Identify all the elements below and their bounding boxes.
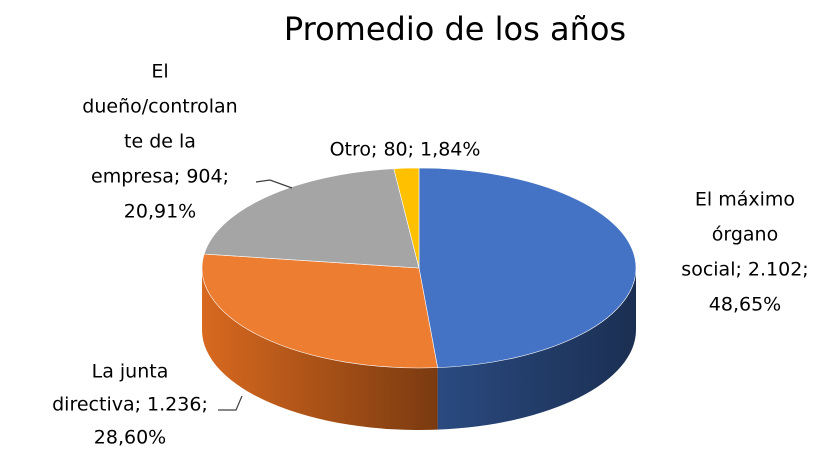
data-label: directiva; 1.236;	[52, 394, 208, 416]
data-label: empresa; 904;	[91, 166, 229, 188]
slice-side	[437, 268, 636, 430]
slice	[418, 167, 637, 368]
slice	[203, 168, 420, 269]
leader-line	[218, 395, 243, 411]
data-label: El	[151, 61, 168, 83]
chart-title: Promedio de los años	[284, 10, 626, 48]
slice-side	[202, 268, 438, 430]
data-label: Otro; 80; 1,84%	[330, 139, 481, 161]
slice	[393, 167, 420, 269]
data-labels: El máximo órgano social; 2.102; 48,65% La ju…	[52, 61, 809, 449]
pie	[201, 167, 637, 430]
data-label: 20,91%	[124, 201, 196, 223]
data-label: órgano	[712, 224, 778, 246]
leader-line	[255, 179, 293, 189]
data-label: La junta	[92, 361, 169, 383]
slice	[201, 253, 438, 369]
data-label: te de la	[124, 131, 196, 153]
data-label: social; 2.102;	[681, 259, 808, 281]
data-label: 48,65%	[709, 294, 781, 316]
data-label: 28,60%	[94, 427, 166, 449]
data-label: dueño/controlan	[82, 96, 237, 118]
data-label: El máximo	[695, 189, 795, 211]
